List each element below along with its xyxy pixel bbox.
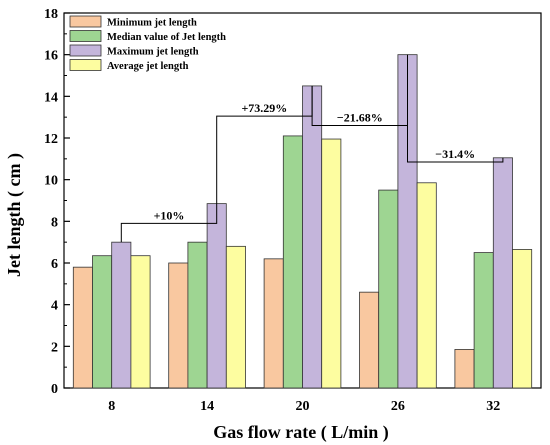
y-tick-label: 6	[51, 257, 58, 272]
bar	[187, 241, 208, 389]
y-tick-label: 0	[51, 382, 58, 397]
bar	[168, 262, 189, 389]
bar	[359, 291, 380, 389]
annotations: +10% +73.29% −21.68% −31.4%	[120, 54, 504, 243]
bar	[492, 157, 513, 389]
y-tick-label: 16	[44, 49, 58, 64]
y-tick-label: 12	[44, 132, 58, 147]
y-tick-label: 2	[51, 340, 58, 355]
x-axis-title: Gas flow rate ( L/min )	[213, 422, 388, 443]
legend-swatch	[69, 30, 102, 42]
x-tick-label: 32	[486, 399, 500, 414]
bar	[206, 203, 227, 389]
annotation-label: +10%	[154, 208, 185, 222]
x-tick-label: 26	[391, 399, 405, 414]
bar	[72, 266, 93, 389]
annotation-bracket	[407, 54, 504, 163]
legend-label: Average jet length	[107, 61, 189, 72]
bar	[512, 249, 533, 389]
legend-label: Maximum jet length	[107, 47, 199, 58]
x-tick-label: 8	[108, 399, 115, 414]
annotation-label: +73.29%	[241, 101, 287, 115]
bar	[416, 182, 437, 389]
bar	[454, 349, 475, 389]
y-tick-label: 8	[51, 215, 58, 230]
bar	[321, 138, 342, 389]
legend-swatch	[69, 15, 102, 28]
annotation-label: −21.68%	[337, 111, 383, 125]
x-tick-label: 20	[296, 399, 310, 414]
bar	[263, 258, 284, 389]
bars	[72, 54, 533, 389]
bar	[282, 135, 303, 389]
bar	[378, 189, 399, 389]
legend-label: Median value of Jet length	[107, 32, 226, 43]
y-tick-label: 10	[44, 174, 58, 189]
x-tick-label: 14	[200, 399, 214, 414]
legend-swatch	[69, 44, 102, 57]
y-axis-title: Jet length ( cm )	[4, 153, 25, 277]
bar	[302, 85, 323, 389]
bar	[225, 245, 246, 389]
y-tick-label: 18	[44, 7, 58, 22]
annotation-label: −31.4%	[435, 147, 475, 161]
bar	[473, 252, 494, 389]
legend: Minimum jet length Median value of Jet le…	[69, 15, 226, 72]
bar	[92, 255, 113, 389]
y-tick-label: 4	[51, 299, 58, 314]
bar	[130, 255, 151, 389]
y-tick-label: 14	[44, 90, 58, 105]
legend-swatch	[69, 59, 102, 71]
legend-label: Minimum jet length	[107, 18, 197, 29]
bar	[111, 241, 132, 389]
annotation-bracket	[120, 203, 218, 243]
